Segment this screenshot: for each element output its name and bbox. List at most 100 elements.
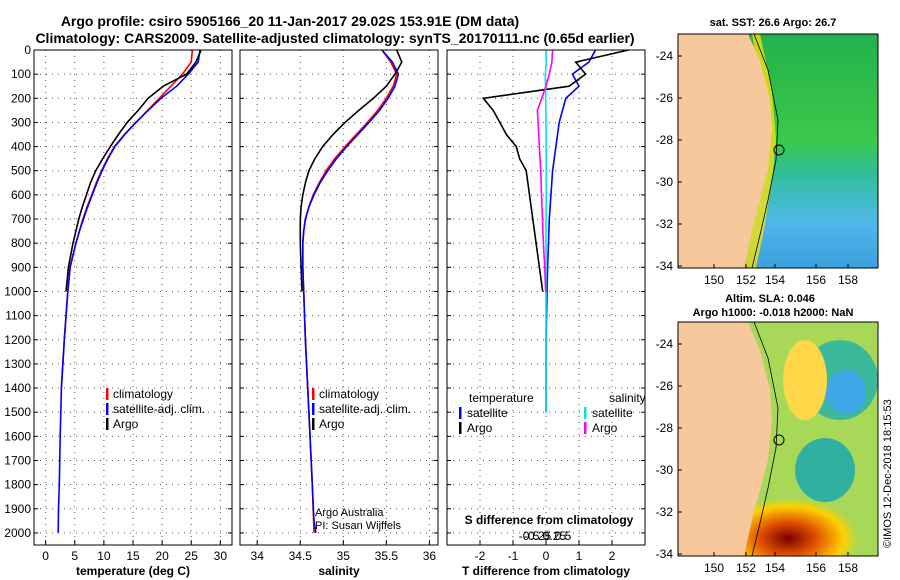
salinity-series-satellite-adj-clim- <box>302 49 400 534</box>
map-ytick-label: -34 <box>656 547 674 561</box>
s-difference-tick-label: 0.5 <box>555 529 572 543</box>
depth-tick-label: 900 <box>11 260 31 274</box>
sla-map-argo-position <box>773 434 785 446</box>
depth-tick-label: 1900 <box>4 502 31 516</box>
diff-legend-swatch <box>584 407 587 419</box>
map-ytick-label: -26 <box>656 379 674 393</box>
difference-axes-frame <box>446 49 646 546</box>
salinity-xlabel: salinity <box>318 564 360 578</box>
map-xtick-label: 152 <box>736 561 756 575</box>
depth-tick-label: 1200 <box>4 333 31 347</box>
map-ytick-label: -28 <box>656 133 674 147</box>
difference-panel: -2 -1 0 1 2T difference from climatology temp… <box>446 49 646 578</box>
salinity-xtick-label: 34.5 <box>289 549 313 563</box>
sst-map-land <box>678 34 772 268</box>
depth-tick-label: 0 <box>24 43 31 57</box>
temperature-legend-label: satellite-adj. clim. <box>113 402 205 416</box>
s-difference-label: S difference from climatology <box>465 513 634 527</box>
sla-map-title-line2: Argo h1000: -0.018 h2000: NaN <box>693 307 854 319</box>
difference-xtick-label: 1 <box>576 549 583 563</box>
depth-tick-label: 1400 <box>4 381 31 395</box>
sst-map-shelf-contour <box>751 33 779 269</box>
sla-map-frame <box>677 321 879 557</box>
salinity-legend-label: climatology <box>319 387 379 401</box>
temperature-xtick-label: 0 <box>42 549 49 563</box>
difference-xlabel: T difference from climatology <box>462 564 630 578</box>
difference-series-satellite <box>544 49 548 413</box>
difference-series-argo <box>536 49 554 292</box>
temperature-panel: 0 5 10 15 20 25 300100200300400500600700800900… <box>4 43 233 578</box>
map-ytick-label: -24 <box>656 337 674 351</box>
sla-map-land <box>678 322 772 556</box>
depth-tick-label: 800 <box>11 236 31 250</box>
sst-map: sat. SST: 26.6 Argo: 26.7 150 152 154 156 15… <box>656 17 879 287</box>
salinity-xtick-label: 36 <box>423 549 437 563</box>
salinity-panel: 34 34.5 35 35.5 36 salinity climatologysatelli… <box>239 49 439 578</box>
depth-tick-label: 1700 <box>4 453 31 467</box>
depth-tick-label: 300 <box>11 115 31 129</box>
map-xtick-label: 150 <box>704 273 724 287</box>
depth-tick-label: 700 <box>11 212 31 226</box>
temperature-axes-frame <box>33 49 233 546</box>
map-xtick-label: 154 <box>765 561 785 575</box>
s-difference-tick-label: -0.25 <box>524 529 552 543</box>
depth-tick-label: 1800 <box>4 478 31 492</box>
sst-map-title: sat. SST: 26.6 Argo: 26.7 <box>710 17 837 29</box>
salinity-legend-swatch <box>312 418 315 430</box>
map-xtick-label: 158 <box>838 273 858 287</box>
sla-map: Altim. SLA: 0.046 Argo h1000: -0.018 h20… <box>656 293 879 575</box>
depth-tick-label: 200 <box>11 91 31 105</box>
depth-tick-label: 400 <box>11 140 31 154</box>
temperature-series-argo <box>65 49 202 292</box>
temperature-xtick-label: 10 <box>97 549 111 563</box>
map-ytick-label: -30 <box>656 175 674 189</box>
temperature-legend-swatch <box>106 403 109 415</box>
map-xtick-label: 152 <box>736 273 756 287</box>
s-difference-tick-label: -0.5 <box>519 529 540 543</box>
map-ytick-label: -26 <box>656 91 674 105</box>
map-xtick-label: 158 <box>838 561 858 575</box>
sla-map-high-eddy <box>783 340 827 420</box>
salinity-legend-swatch <box>312 403 315 415</box>
depth-tick-label: 1600 <box>4 429 31 443</box>
depth-tick-label: 100 <box>11 67 31 81</box>
depth-tick-label: 1500 <box>4 405 31 419</box>
diff-legend-swatch <box>584 422 587 434</box>
imos-footer: ©IMOS 12-Dec-2018 18:15:53 <box>882 399 894 548</box>
temperature-xlabel: temperature (deg C) <box>76 564 190 578</box>
depth-tick-label: 1300 <box>4 357 31 371</box>
salinity-legend-swatch <box>312 388 315 400</box>
salinity-xtick-label: 35 <box>337 549 351 563</box>
diff-legend-swatch <box>459 422 462 434</box>
temperature-legend-swatch <box>106 418 109 430</box>
temperature-xtick-label: 20 <box>155 549 169 563</box>
diff-legend-label: Argo <box>467 421 493 435</box>
sst-map-frame <box>677 33 879 269</box>
salinity-series-climatology <box>302 49 398 533</box>
difference-series-argo <box>481 49 629 292</box>
salinity-series-argo <box>299 49 403 292</box>
map-ytick-label: -24 <box>656 49 674 63</box>
difference-xtick-label: 0 <box>543 549 550 563</box>
diff-legend-temperature-heading: temperature <box>469 391 534 405</box>
depth-tick-label: 1000 <box>4 284 31 298</box>
depth-tick-label: 600 <box>11 188 31 202</box>
salinity-legend-label: Argo <box>319 417 345 431</box>
difference-xtick-label: -2 <box>475 549 486 563</box>
credit-text: Argo Australia <box>315 507 384 519</box>
map-ytick-label: -32 <box>656 217 674 231</box>
sla-map-title-line1: Altim. SLA: 0.046 <box>725 293 815 305</box>
depth-tick-label: 500 <box>11 164 31 178</box>
figure-title-line2: Climatology: CARS2009. Satellite-adjuste… <box>35 30 634 46</box>
map-xtick-label: 150 <box>704 561 724 575</box>
map-ytick-label: -28 <box>656 421 674 435</box>
diff-legend-label: satellite <box>592 406 633 420</box>
temperature-legend-label: climatology <box>113 387 173 401</box>
depth-tick-label: 2000 <box>4 526 31 540</box>
difference-xtick-label: -1 <box>508 549 519 563</box>
salinity-axes-frame <box>239 49 439 546</box>
temperature-xtick-label: 25 <box>185 549 199 563</box>
temperature-xtick-label: 15 <box>126 549 140 563</box>
salinity-xtick-label: 34 <box>251 549 265 563</box>
